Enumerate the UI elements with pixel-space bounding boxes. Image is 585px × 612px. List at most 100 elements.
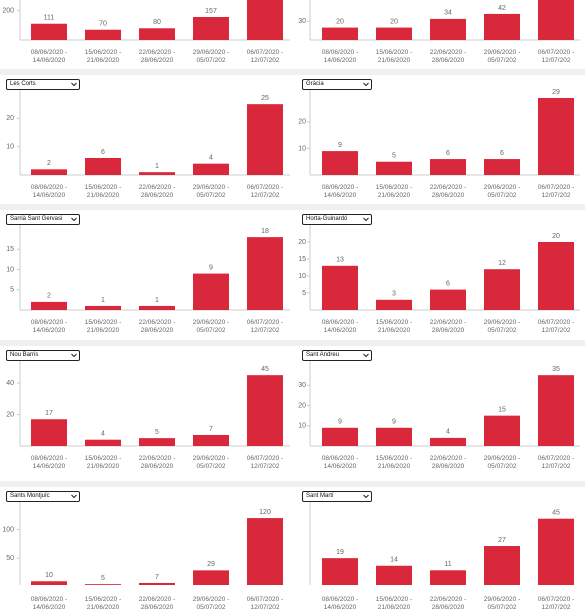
y-tick-label: 30 [298,382,306,389]
y-tick-label: 10 [298,273,306,280]
data-label: 2 [47,293,51,300]
data-label: 25 [261,95,269,102]
bar [430,570,466,585]
data-label: 5 [101,575,105,582]
bar [193,570,229,585]
x-tick-label: 06/07/2020 - 12/07/202 [246,49,284,64]
bar [484,159,520,175]
chevron [71,217,77,222]
data-label: 20 [336,18,344,25]
x-tick-label: 22/06/2020 - 28/06/2020 [429,49,467,64]
data-label: 6 [446,150,450,157]
data-label: 17 [45,410,53,417]
bar [322,265,358,310]
data-label: 15 [498,406,506,413]
bar [538,518,574,585]
bar [322,27,358,40]
x-tick-label: 08/06/2020 - 14/06/2020 [321,596,359,611]
bar [322,558,358,585]
x-tick-label: 15/06/2020 - 21/06/2020 [84,455,122,470]
data-label: 4 [446,429,450,436]
data-label: 157 [205,8,217,15]
data-label: 6 [101,149,105,156]
y-tick-label: 5 [10,287,14,294]
y-tick-label: 15 [298,256,306,263]
data-label: 120 [259,509,271,516]
x-tick-label: 15/06/2020 - 21/06/2020 [375,49,413,64]
x-tick-label: 29/06/2020 - 05/07/202 [192,184,230,199]
bar [247,0,283,40]
bar [430,437,466,446]
x-tick-label: 06/07/2020 - 12/07/202 [537,596,575,611]
district-dropdown[interactable]: Sants Montjuïc [6,491,80,502]
bar [376,161,412,175]
bar [247,104,283,175]
district-dropdown[interactable]: Gràcia [302,79,372,90]
charts: 2001117080157350302020344280102026142510… [2,0,580,585]
data-label: 1 [155,297,159,304]
x-tick-label: 29/06/2020 - 05/07/202 [192,49,230,64]
x-tick-label: 15/06/2020 - 21/06/2020 [84,319,122,334]
data-label: 34 [444,10,452,17]
chevron [363,353,369,358]
x-tick-label: 15/06/2020 - 21/06/2020 [375,319,413,334]
y-tick-label: 10 [6,144,14,151]
bar [139,28,175,40]
data-label: 5 [155,429,159,436]
data-label: 6 [446,280,450,287]
bar [31,169,67,175]
y-tick-label: 30 [298,18,306,25]
x-tick-label: 06/07/2020 - 12/07/202 [537,455,575,470]
x-tick-label: 22/06/2020 - 28/06/2020 [429,184,467,199]
bar [139,582,175,585]
x-tick-label: 08/06/2020 - 14/06/2020 [30,319,68,334]
bar [376,427,412,446]
data-label: 29 [207,561,215,568]
data-label: 42 [498,5,506,12]
data-label: 3 [392,291,396,298]
data-label: 35 [552,366,560,373]
data-label: 13 [336,257,344,264]
bar [484,546,520,585]
bar [31,419,67,446]
bar [247,518,283,585]
data-label: 70 [99,21,107,28]
x-tick-label: 22/06/2020 - 28/06/2020 [138,596,176,611]
district-dropdown[interactable]: Horta-Guinardó [302,214,372,225]
data-label: 111 [44,15,55,22]
x-tick-label: 08/06/2020 - 14/06/2020 [30,49,68,64]
data-label: 12 [498,260,506,267]
bar [31,23,67,40]
data-label: 9 [338,419,342,426]
data-label: 1 [101,297,105,304]
y-tick-label: 10 [6,266,14,273]
bar [376,27,412,40]
chevron [363,494,369,499]
data-label: 10 [45,572,53,579]
district-dropdown[interactable]: Sant Martí [302,491,372,502]
bar [538,97,574,175]
district-dropdown[interactable]: Sarrià Sant Gervasi [6,214,80,225]
district-dropdown[interactable]: Sant Andreu [302,350,372,361]
y-tick-label: 200 [2,8,14,15]
x-tick-label: 06/07/2020 - 12/07/202 [246,184,284,199]
x-tick-label: 08/06/2020 - 14/06/2020 [321,455,359,470]
bar [538,375,574,446]
x-tick-label: 15/06/2020 - 21/06/2020 [375,455,413,470]
bar [139,305,175,310]
district-dropdown[interactable]: Nou Barris [6,350,80,361]
district-dropdown[interactable]: Les Corts [6,79,80,90]
separator [0,481,585,487]
separator [0,204,585,210]
bar [193,163,229,175]
x-tick-label: 15/06/2020 - 21/06/2020 [84,49,122,64]
bar [193,273,229,310]
data-label: 6 [500,150,504,157]
bar [376,299,412,310]
y-tick-label: 100 [2,526,14,533]
bar [193,434,229,446]
x-tick-label: 15/06/2020 - 21/06/2020 [84,596,122,611]
data-label: 4 [209,155,213,162]
x-tick-label: 22/06/2020 - 28/06/2020 [138,319,176,334]
